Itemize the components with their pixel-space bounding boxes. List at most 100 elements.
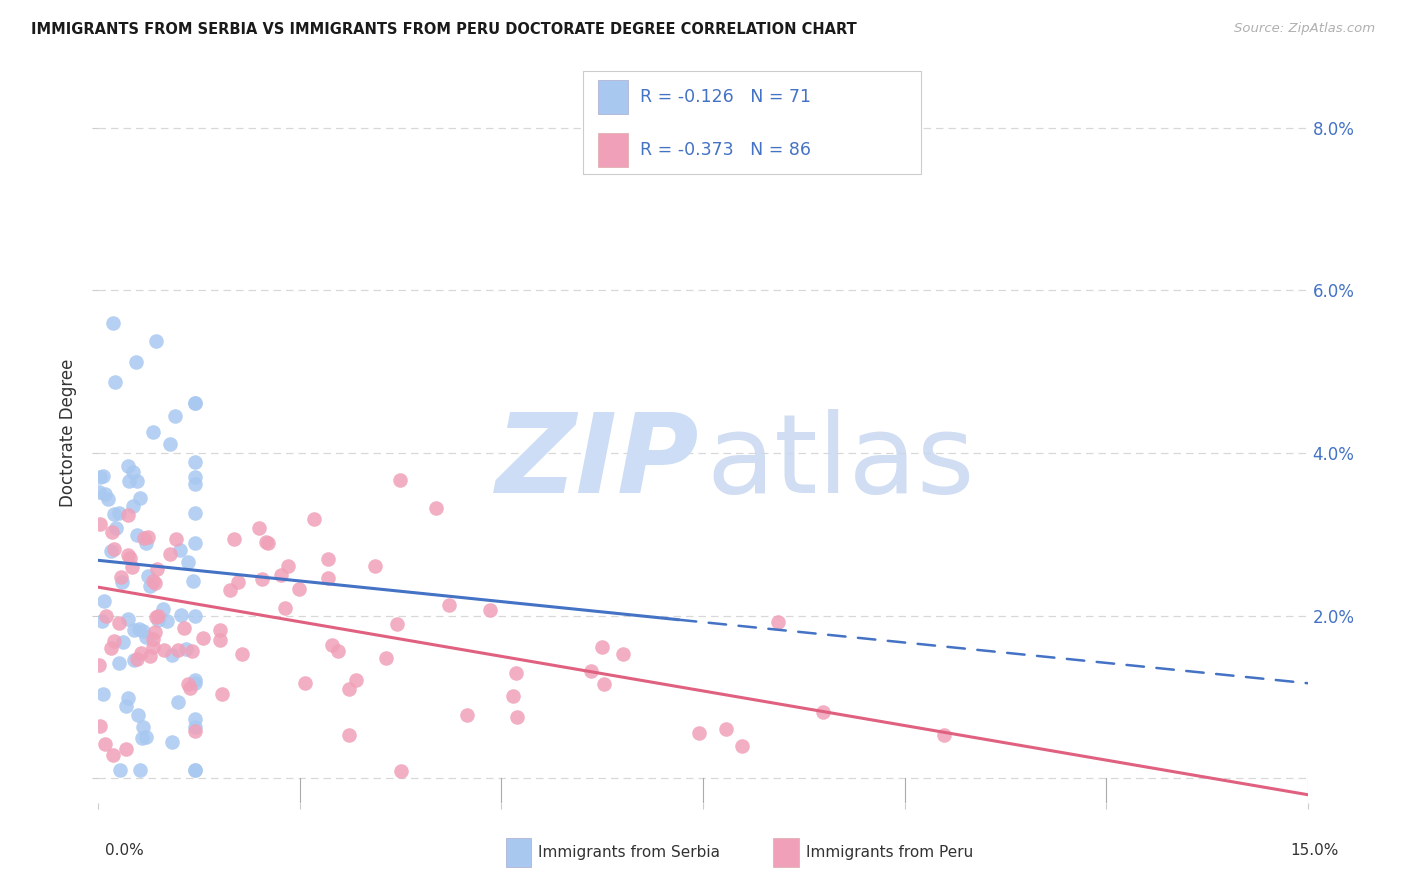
Point bbox=[117, 508, 139, 522]
Point bbox=[184, 673, 207, 687]
Point bbox=[156, 614, 179, 628]
Point bbox=[179, 681, 201, 695]
Point bbox=[132, 624, 155, 639]
Point bbox=[184, 608, 207, 623]
Point bbox=[211, 687, 233, 701]
Point bbox=[94, 737, 117, 751]
Point bbox=[714, 722, 737, 736]
Point bbox=[166, 643, 188, 657]
Point bbox=[128, 764, 150, 778]
Point bbox=[107, 657, 129, 671]
Point bbox=[127, 475, 149, 489]
Point bbox=[184, 720, 207, 734]
Point bbox=[165, 409, 187, 423]
Point bbox=[118, 474, 141, 488]
Point bbox=[287, 582, 309, 596]
Point bbox=[316, 552, 339, 566]
Point bbox=[100, 544, 122, 558]
Point bbox=[145, 610, 167, 624]
Point bbox=[136, 569, 159, 583]
Point bbox=[89, 516, 111, 531]
Point bbox=[142, 640, 165, 654]
Point bbox=[138, 578, 160, 592]
Point bbox=[159, 547, 181, 561]
Point bbox=[184, 469, 207, 483]
Point bbox=[209, 623, 232, 637]
Point bbox=[391, 764, 413, 779]
Point bbox=[294, 676, 316, 690]
Point bbox=[89, 485, 111, 500]
Point bbox=[167, 695, 190, 709]
Point bbox=[173, 621, 195, 635]
Point bbox=[385, 616, 408, 631]
Point bbox=[103, 634, 125, 648]
Point bbox=[177, 555, 200, 569]
Point bbox=[146, 562, 169, 576]
Point bbox=[122, 465, 145, 479]
Point bbox=[688, 726, 710, 740]
Point bbox=[93, 486, 115, 500]
Point bbox=[277, 558, 299, 573]
Point bbox=[184, 395, 207, 409]
Point bbox=[142, 574, 165, 589]
Point bbox=[132, 720, 155, 734]
Point bbox=[91, 614, 114, 628]
Point bbox=[103, 316, 125, 330]
Point bbox=[219, 583, 242, 598]
Point bbox=[101, 748, 124, 763]
Point bbox=[127, 651, 149, 665]
Point bbox=[183, 724, 205, 739]
Point bbox=[139, 648, 162, 663]
Point bbox=[505, 666, 527, 681]
Point bbox=[270, 568, 292, 582]
Point bbox=[932, 728, 955, 742]
Point bbox=[132, 531, 155, 545]
Point bbox=[117, 458, 139, 473]
Text: Immigrants from Serbia: Immigrants from Serbia bbox=[538, 846, 720, 860]
Point bbox=[731, 739, 754, 753]
Point bbox=[316, 571, 339, 585]
Point bbox=[94, 609, 117, 624]
Point bbox=[302, 512, 325, 526]
Point bbox=[337, 728, 360, 742]
Point bbox=[165, 532, 187, 546]
Point bbox=[257, 536, 280, 550]
Point bbox=[127, 528, 149, 542]
Text: Immigrants from Peru: Immigrants from Peru bbox=[806, 846, 973, 860]
Point bbox=[274, 601, 297, 615]
Point bbox=[437, 598, 460, 612]
Point bbox=[110, 569, 132, 583]
Point bbox=[456, 708, 478, 723]
Text: R = -0.126   N = 71: R = -0.126 N = 71 bbox=[640, 88, 811, 106]
Point bbox=[339, 682, 361, 697]
Point bbox=[127, 708, 149, 723]
Point bbox=[592, 676, 614, 690]
Point bbox=[118, 551, 141, 566]
Point bbox=[129, 491, 152, 506]
Point bbox=[364, 558, 387, 573]
Point bbox=[146, 613, 169, 627]
Point bbox=[184, 396, 207, 410]
Point bbox=[146, 608, 169, 623]
Point bbox=[91, 687, 114, 701]
Point bbox=[115, 742, 138, 756]
Point bbox=[121, 499, 143, 513]
Point bbox=[479, 603, 502, 617]
Point bbox=[143, 575, 166, 590]
Text: 15.0%: 15.0% bbox=[1291, 843, 1339, 858]
Point bbox=[184, 764, 207, 778]
Point bbox=[388, 473, 411, 487]
Point bbox=[184, 477, 207, 491]
Point bbox=[121, 560, 143, 574]
Point bbox=[101, 525, 124, 540]
Point bbox=[115, 698, 138, 713]
Point bbox=[321, 638, 343, 652]
Point bbox=[142, 425, 165, 439]
Point bbox=[159, 436, 181, 450]
Point bbox=[184, 676, 207, 690]
Point bbox=[344, 673, 367, 688]
Point bbox=[184, 536, 207, 550]
Point bbox=[160, 734, 183, 748]
Text: ZIP: ZIP bbox=[496, 409, 699, 516]
Y-axis label: Doctorate Degree: Doctorate Degree bbox=[59, 359, 77, 507]
